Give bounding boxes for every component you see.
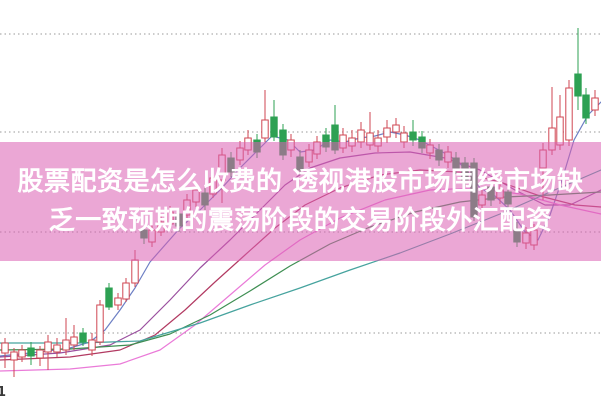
candle-body <box>392 124 400 133</box>
candle-body <box>114 297 122 306</box>
candle-body <box>10 351 18 361</box>
candle-body <box>18 349 26 358</box>
watermark-title-line2: 乏一致预期的震荡阶段的交易阶段外汇配资 <box>48 205 553 236</box>
candle-body <box>409 131 417 141</box>
candle-body <box>70 336 78 346</box>
candle-body <box>88 339 96 351</box>
candle-body <box>556 116 564 146</box>
candle-body <box>27 347 35 357</box>
candle-body <box>105 287 113 308</box>
candle-body <box>131 259 139 284</box>
candle-body <box>1 342 9 354</box>
candle-body <box>44 341 52 353</box>
candle-body <box>79 332 87 343</box>
watermark-banner: 股票配资是怎么收费的 透视港股市场围绕市场缺 乏一致预期的震荡阶段的交易阶段外汇… <box>0 142 601 261</box>
watermark-title-line1: 股票配资是怎么收费的 透视港股市场围绕市场缺 <box>17 166 584 197</box>
candle-body <box>357 129 365 143</box>
candle-body <box>591 97 599 111</box>
candle-body <box>36 349 44 359</box>
corner-mark: 1 <box>0 385 7 400</box>
candle-body <box>582 94 590 119</box>
candle-body <box>261 119 269 139</box>
candle-body <box>383 127 391 138</box>
candle-body <box>270 116 278 138</box>
candle-body <box>574 73 582 97</box>
candle-body <box>565 87 573 141</box>
candle-body <box>400 132 408 143</box>
candle-body <box>122 282 130 300</box>
candle-body <box>53 344 61 353</box>
candle-body <box>62 339 70 351</box>
candle-body <box>96 304 104 343</box>
